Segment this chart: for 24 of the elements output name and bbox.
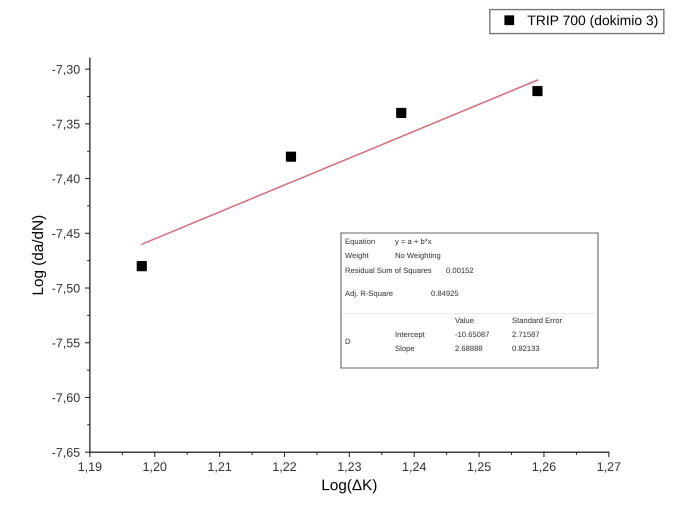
point xyxy=(396,108,406,118)
point xyxy=(532,86,543,96)
y-tick-label: -7,55 xyxy=(52,338,80,349)
x-axis-title: Log(ΔK) xyxy=(322,479,376,494)
point xyxy=(286,152,296,162)
y-tick-label: -7,40 xyxy=(52,174,80,185)
y-tick-label: -7,60 xyxy=(52,393,80,404)
x-tick-label: 1,27 xyxy=(598,462,620,473)
x-tick-label: 1,26 xyxy=(532,462,556,473)
y-tick-label: -7,30 xyxy=(52,64,80,76)
x-tick-label: 1,20 xyxy=(144,462,166,473)
y-tick-label: -7,50 xyxy=(52,284,80,294)
x-tick-label: 1,24 xyxy=(403,462,426,473)
y-tick-label: -7,35 xyxy=(52,120,80,130)
y-axis-title: Log (da/dN) xyxy=(32,216,46,294)
x-tick-label: 1,23 xyxy=(338,462,361,473)
y-tick-label: -7,45 xyxy=(52,229,80,240)
x-tick-label: 1,21 xyxy=(208,462,232,473)
point xyxy=(136,261,147,272)
x-tick-label: 1,22 xyxy=(273,462,296,473)
x-tick-label: 1,25 xyxy=(468,462,491,473)
legend-label: TRIP 700 (dokimio 3) xyxy=(528,15,658,28)
x-tick-label: 1,19 xyxy=(78,462,102,473)
y-tick-label: -7,65 xyxy=(52,448,80,458)
